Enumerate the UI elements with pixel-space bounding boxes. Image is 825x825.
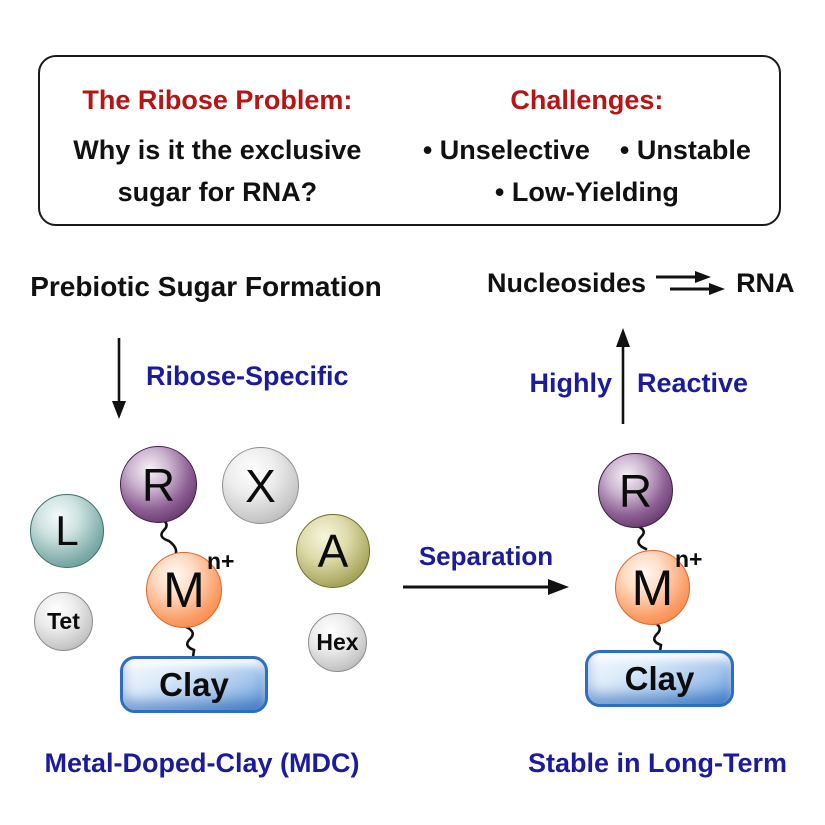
sphere-x-label: X: [245, 459, 276, 512]
metal-left-charge: n+: [207, 548, 235, 574]
mdc-caption: Metal-Doped-Clay (MDC): [44, 748, 360, 778]
squiggle-connector-r-to-m-left: [157, 516, 178, 555]
sphere-metal-left-label: M: [163, 562, 205, 618]
two-step-reaction-arrows-icon: [656, 271, 726, 295]
clay-left-label: Clay: [159, 665, 229, 703]
sphere-tet-label: Tet: [47, 608, 80, 634]
prebiotic-sugar-formation-label: Prebiotic Sugar Formation: [30, 271, 382, 302]
separation-arrow: [403, 579, 569, 595]
sphere-metal-right-label: M: [631, 559, 674, 616]
rna-label: RNA: [736, 268, 795, 298]
ribose-problem-column: The Ribose Problem: Why is it the exclus…: [40, 84, 395, 213]
sphere-hex-label: Hex: [316, 629, 359, 655]
sphere-ribose-left: R: [120, 446, 197, 523]
stable-caption: Stable in Long-Term: [527, 748, 787, 778]
sphere-a-label: A: [317, 525, 349, 577]
up-arrow: [616, 328, 630, 424]
down-arrow: [112, 338, 126, 419]
clay-block-right: Clay: [585, 650, 734, 707]
sphere-ribose-right: R: [598, 453, 673, 528]
sphere-metal-right: M: [615, 550, 690, 625]
separation-label: Separation: [418, 541, 554, 571]
ribose-specific-label: Ribose-Specific: [146, 361, 349, 391]
challenges-title: Challenges:: [510, 85, 664, 115]
ribose-problem-title: The Ribose Problem:: [82, 85, 353, 115]
sphere-hex: Hex: [308, 613, 367, 672]
reactive-label: Reactive: [637, 368, 749, 398]
metal-right-charge: n+: [675, 546, 703, 572]
sphere-ligand-label: L: [55, 507, 79, 554]
sphere-x: X: [222, 447, 299, 524]
sphere-metal-left: M: [146, 552, 222, 628]
ribose-problem-line1: Why is it the exclusive: [73, 135, 362, 165]
problem-box: The Ribose Problem: Why is it the exclus…: [38, 55, 781, 226]
sphere-ribose-left-label: R: [141, 458, 176, 511]
squiggle-connector-m-to-clay-left: [184, 625, 196, 659]
highly-label: Highly: [529, 368, 612, 398]
sphere-tet: Tet: [34, 592, 93, 651]
sphere-ligand: L: [30, 494, 104, 568]
clay-block-left: Clay: [120, 656, 268, 713]
sphere-ribose-right-label: R: [618, 464, 653, 517]
challenges-column: Challenges: • Unselective • Unstable • L…: [395, 84, 779, 213]
squiggle-connector-m-to-clay-right: [651, 620, 663, 653]
challenges-bullet-row: • Unselective • Unstable: [423, 129, 751, 171]
squiggle-connector-r-to-m-right: [635, 524, 648, 551]
ribose-problem-line2: sugar for RNA?: [117, 177, 318, 207]
nucleosides-rna-row: Nucleosides RNA: [487, 268, 795, 298]
sphere-a: A: [296, 514, 370, 588]
clay-right-label: Clay: [624, 659, 695, 697]
bullet-low-yielding: • Low-Yielding: [494, 177, 679, 207]
bullet-unstable: • Unstable: [619, 135, 751, 165]
nucleosides-label: Nucleosides: [487, 268, 647, 298]
bullet-unselective: • Unselective: [422, 135, 590, 165]
